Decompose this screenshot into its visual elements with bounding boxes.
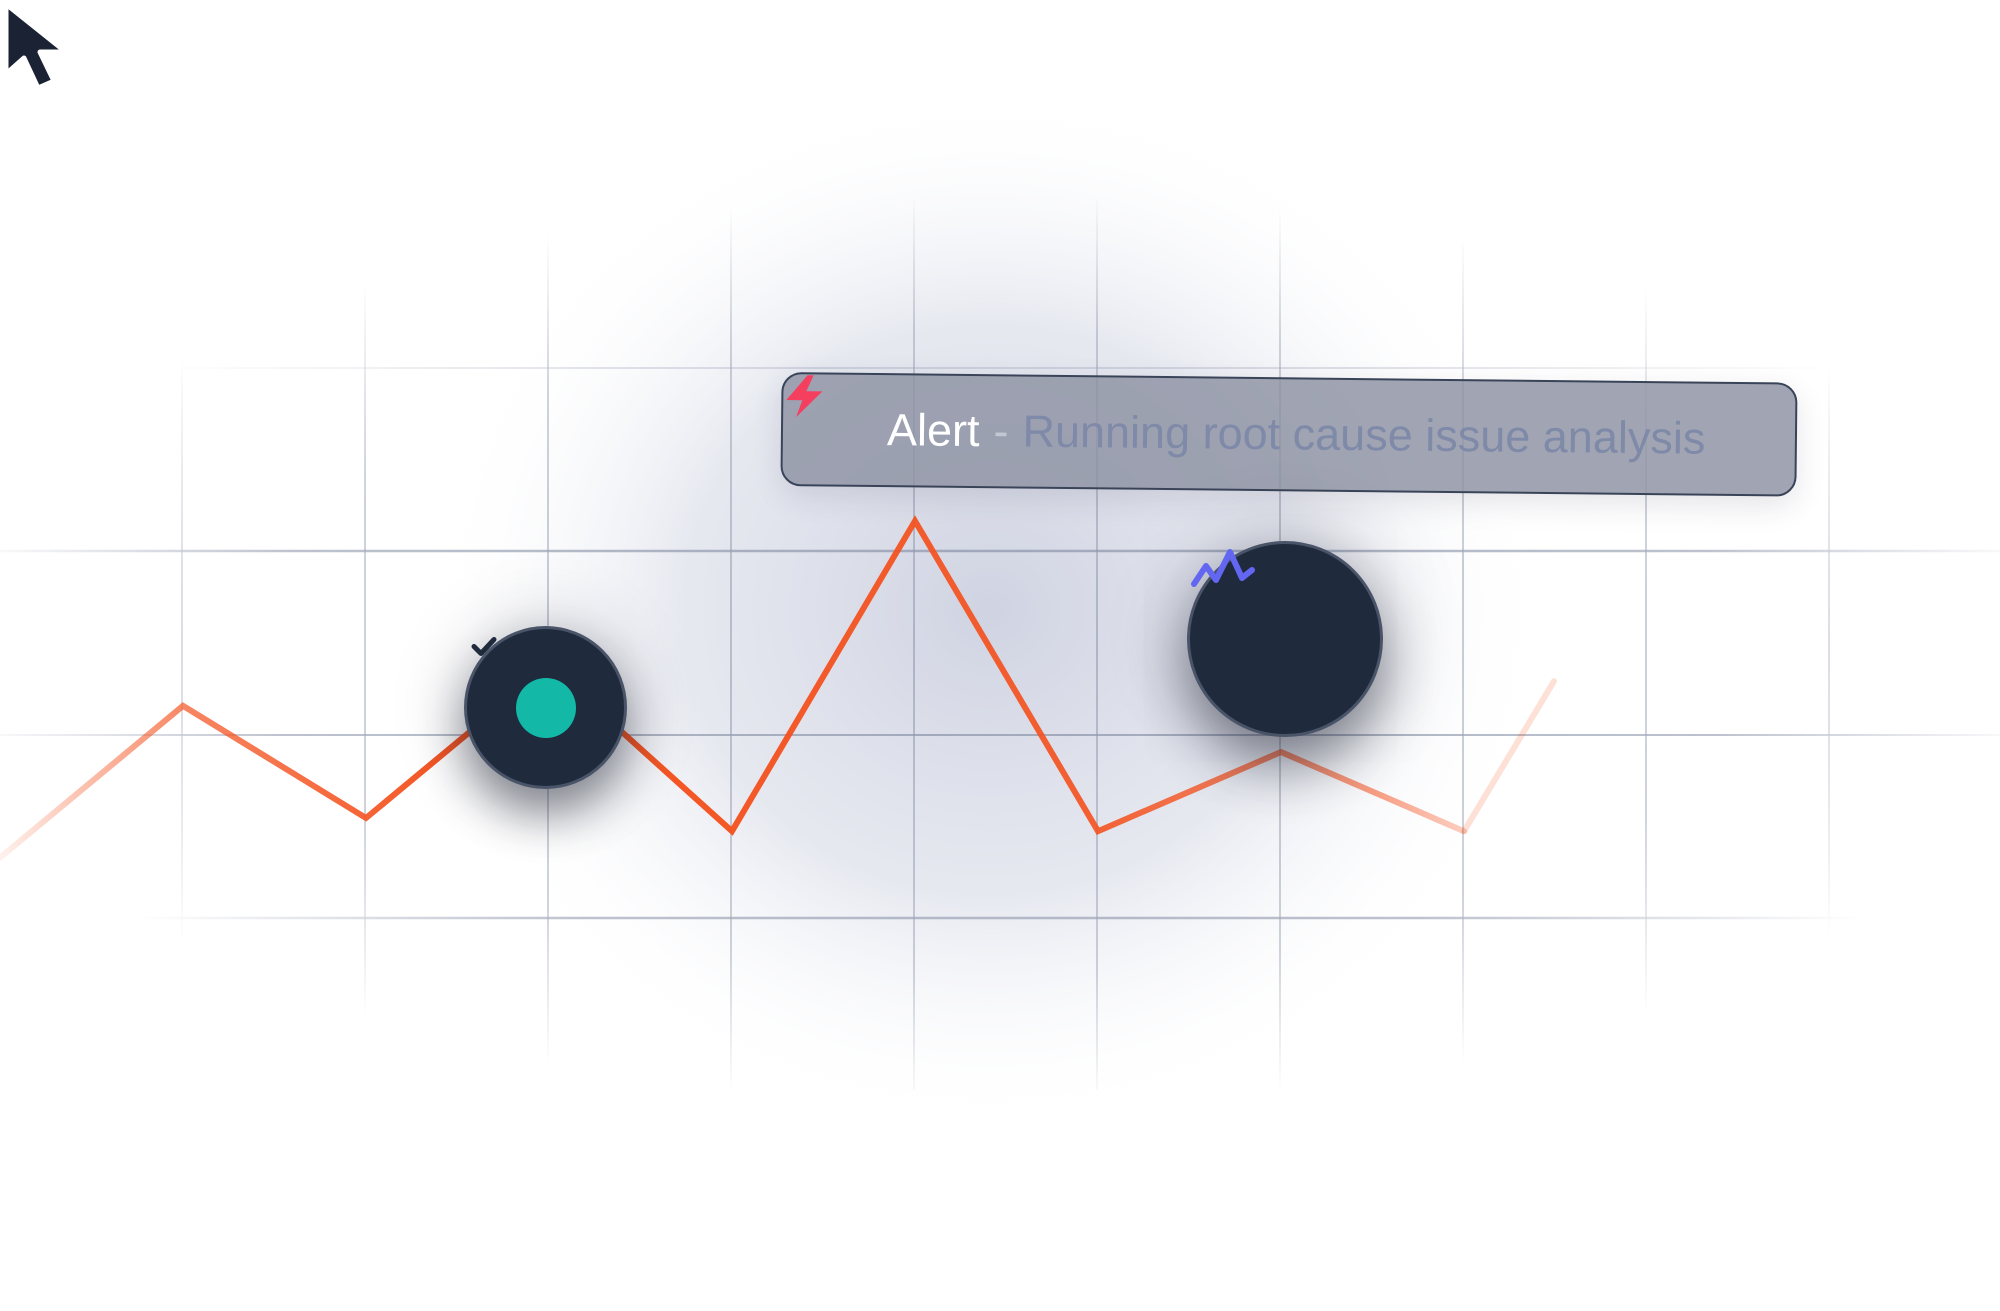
bolt-icon <box>786 375 865 451</box>
series-point <box>1278 749 1284 755</box>
grid <box>0 200 2000 1090</box>
cursor-pointer-icon <box>3 1 69 91</box>
alert-banner[interactable]: Alert - Running root cause issue analysi… <box>780 372 1798 497</box>
series-line-tail <box>1461 678 1557 835</box>
check-circle-icon <box>471 637 576 738</box>
series-point <box>912 518 918 524</box>
alert-title: Alert <box>886 404 980 457</box>
series-point <box>363 815 369 821</box>
series-point <box>1095 828 1101 834</box>
background-glow <box>430 90 1550 1130</box>
series-point <box>180 703 186 709</box>
alert-separator: - <box>993 405 1009 457</box>
series-point <box>1461 828 1467 834</box>
series-point <box>729 828 735 834</box>
activity-icon <box>1191 549 1255 587</box>
activity-node[interactable] <box>1187 541 1383 737</box>
alert-message: Running root cause issue analysis <box>1022 405 1706 464</box>
series-line <box>0 515 1467 861</box>
check-node[interactable] <box>464 626 627 789</box>
